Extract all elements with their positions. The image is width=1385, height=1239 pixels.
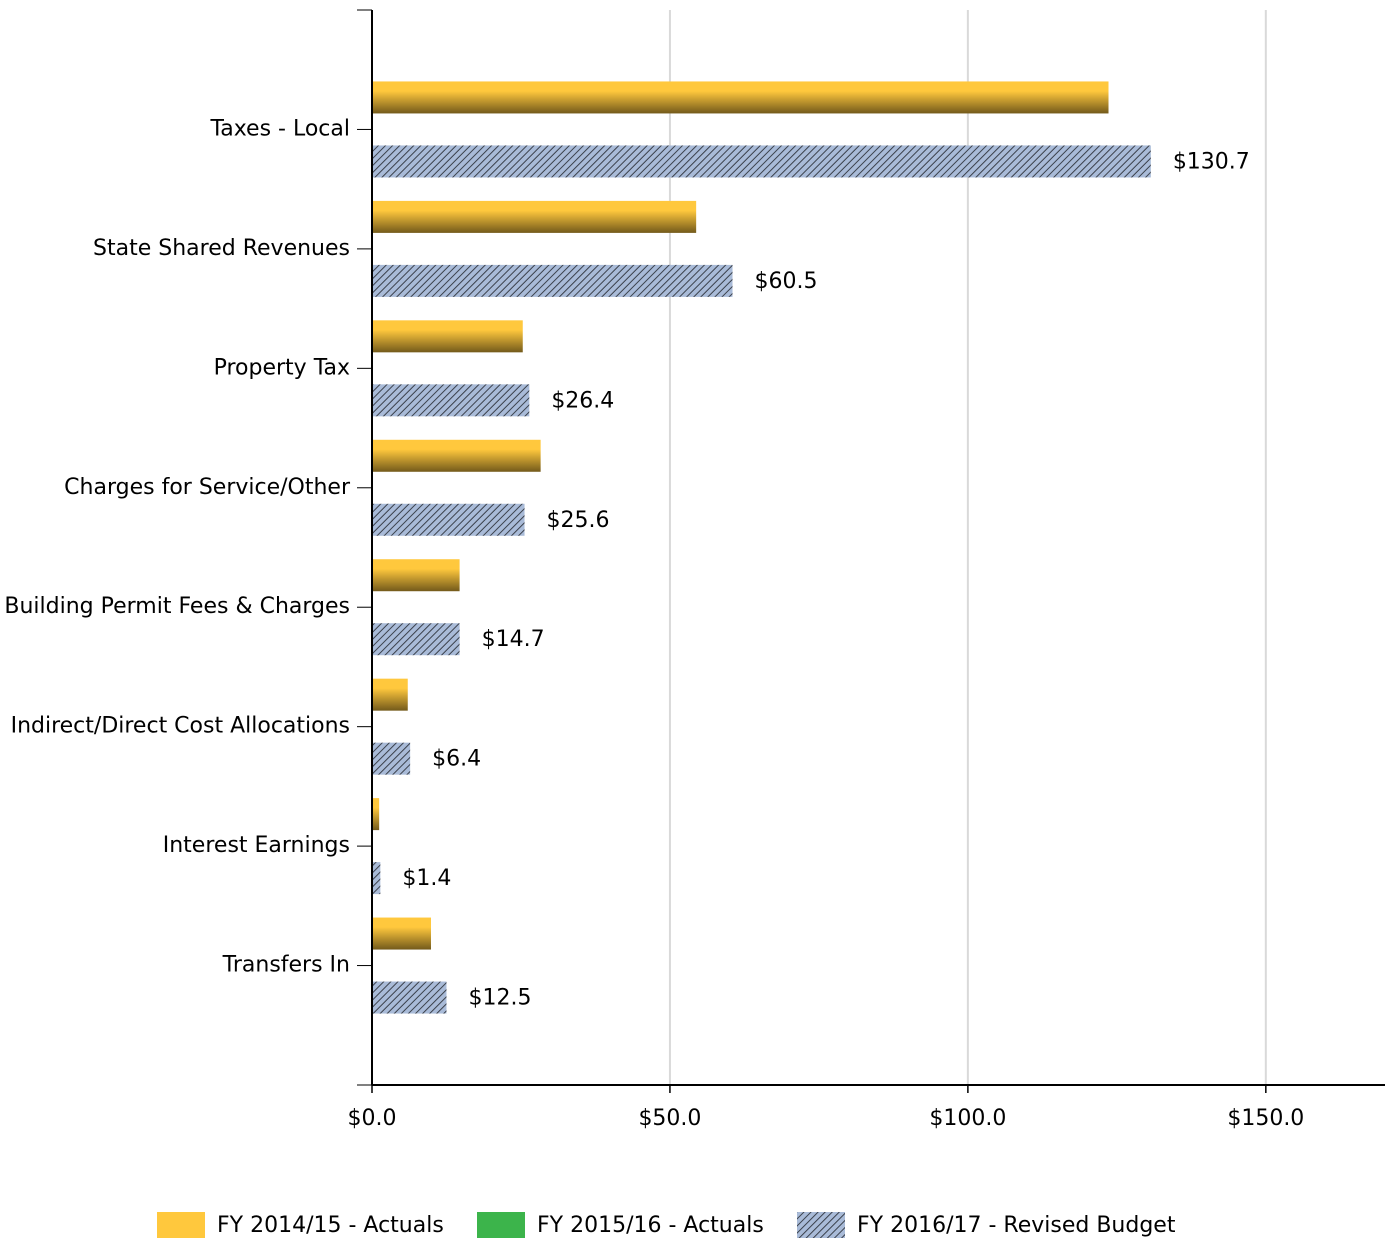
x-tick-label: $0.0 [348,1106,397,1131]
bar [372,678,408,711]
bar [372,264,733,297]
bar [372,384,530,417]
data-label: $26.4 [551,388,614,413]
bar [372,81,1109,114]
y-tick-label: Indirect/Direct Cost Allocations [11,714,350,739]
bar [372,623,460,656]
bar [372,320,523,353]
legend-label: FY 2015/16 - Actuals [537,1213,764,1238]
bar [372,559,460,592]
data-label: $25.6 [547,508,610,533]
y-tick-label: Charges for Service/Other [64,475,351,500]
y-tick-label: Interest Earnings [163,833,350,858]
x-tick-label: $150.0 [1227,1106,1304,1131]
y-tick-label: Building Permit Fees & Charges [4,594,350,619]
bar [372,439,541,472]
bar [372,981,447,1014]
data-label: $14.7 [482,627,545,652]
bar [372,200,697,233]
legend-swatch [797,1212,845,1238]
data-label: $1.4 [402,866,451,891]
y-tick-label: Taxes - Local [209,116,350,141]
legend-label: FY 2014/15 - Actuals [217,1213,444,1238]
data-label: $60.5 [755,269,818,294]
bar [372,503,525,536]
data-label: $12.5 [468,986,531,1011]
bar [372,798,380,831]
legend-label: FY 2016/17 - Revised Budget [857,1213,1176,1238]
y-tick-label: Transfers In [222,953,350,978]
x-tick-label: $50.0 [638,1106,701,1131]
data-label: $130.7 [1173,149,1250,174]
x-tick-label: $100.0 [929,1106,1006,1131]
legend-swatch [157,1212,205,1238]
bar [372,862,381,895]
y-tick-label: State Shared Revenues [93,236,350,261]
legend-swatch [477,1212,525,1238]
bar [372,917,431,950]
data-label: $6.4 [432,747,481,772]
bar [372,742,411,775]
bar [372,145,1151,178]
y-tick-label: Property Tax [214,355,350,380]
